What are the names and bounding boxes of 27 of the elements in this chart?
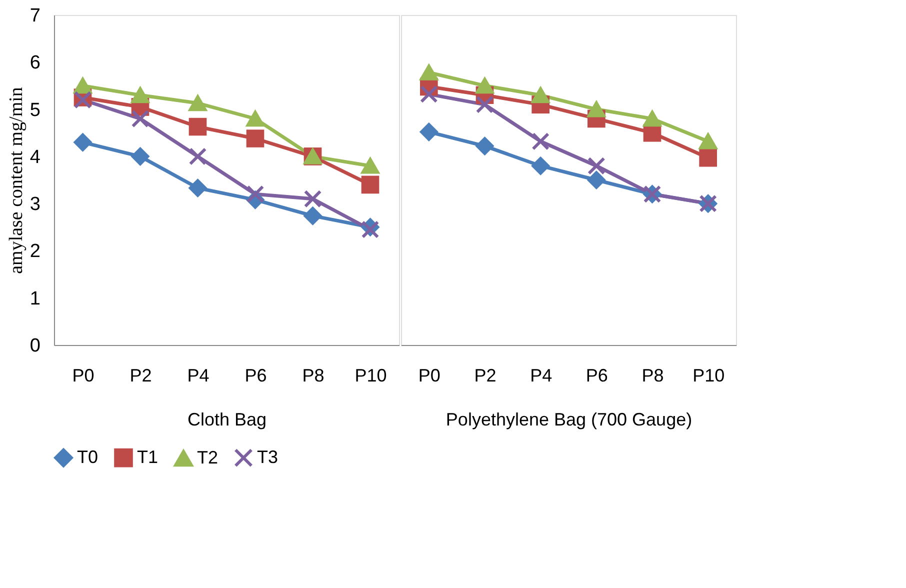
y-tick-label: 5 <box>30 100 40 121</box>
x-tick-label: P6 <box>586 366 608 386</box>
x-axis-title: Polyethylene Bag (700 Gauge) <box>446 410 692 430</box>
x-tick-label: P6 <box>244 366 267 386</box>
y-tick-label: 0 <box>30 336 40 356</box>
legend-label: T3 <box>257 446 278 467</box>
x-tick-label: P2 <box>474 366 496 386</box>
y-axis-title: amylase content mg/min <box>6 86 27 274</box>
x-tick-label: P8 <box>302 366 324 386</box>
x-axis-title: Cloth Bag <box>187 410 267 430</box>
legend-label: T0 <box>77 446 98 467</box>
y-tick-label: 2 <box>30 241 40 262</box>
y-tick-label: 7 <box>30 6 40 26</box>
y-tick-label: 1 <box>30 288 40 310</box>
legend-label: T2 <box>197 447 218 468</box>
x-tick-label: P10 <box>692 366 725 386</box>
x-tick-label: P0 <box>72 366 94 386</box>
x-tick-label: P4 <box>530 366 552 386</box>
x-tick-label: P8 <box>642 366 664 386</box>
x-tick-label: P4 <box>187 366 210 386</box>
y-tick-label: 6 <box>30 52 40 74</box>
y-tick-label: 4 <box>30 146 41 168</box>
legend-label: T1 <box>137 446 158 467</box>
x-tick-label: P10 <box>354 366 387 386</box>
y-tick-label: 3 <box>30 194 40 216</box>
x-tick-label: P0 <box>418 366 440 386</box>
x-tick-label: P2 <box>130 366 152 386</box>
